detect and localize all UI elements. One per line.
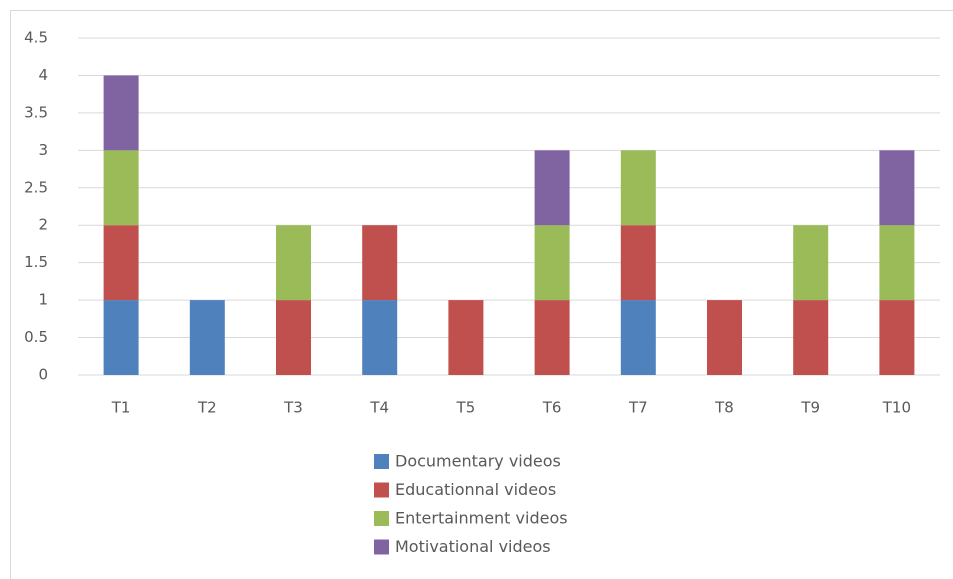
x-tick-label: T2 bbox=[197, 399, 217, 417]
legend-label: Motivational videos bbox=[395, 537, 551, 556]
bar-segment bbox=[103, 75, 139, 151]
bar-segment bbox=[707, 300, 742, 375]
bar-segment bbox=[362, 300, 398, 375]
bar-segment bbox=[448, 300, 484, 375]
legend-swatch bbox=[374, 454, 389, 469]
bar-segment bbox=[620, 300, 656, 375]
y-tick-label: 1.5 bbox=[24, 253, 48, 271]
y-tick-label: 0 bbox=[38, 366, 48, 384]
y-tick-label: 1 bbox=[38, 291, 48, 309]
bar-segment bbox=[362, 225, 398, 301]
bar-segment bbox=[276, 300, 311, 375]
bar-segment bbox=[879, 225, 915, 301]
bar-segment bbox=[879, 300, 915, 375]
legend-swatch bbox=[374, 482, 389, 498]
bar-segment bbox=[189, 300, 225, 375]
bar-segment bbox=[793, 225, 829, 301]
legend-label: Documentary videos bbox=[395, 452, 561, 471]
bar-segment bbox=[534, 300, 570, 375]
legend-label: Educationnal videos bbox=[395, 480, 556, 499]
bar-segment bbox=[879, 150, 915, 226]
x-tick-label: T4 bbox=[369, 399, 389, 417]
legend-label: Entertainment videos bbox=[395, 509, 568, 528]
x-tick-label: T9 bbox=[800, 399, 820, 417]
y-tick-label: 2 bbox=[38, 216, 48, 234]
x-tick-label: T5 bbox=[456, 399, 476, 417]
y-tick-label: 4 bbox=[38, 66, 48, 84]
chart-border bbox=[10, 10, 953, 579]
y-tick-label: 4.5 bbox=[24, 29, 48, 47]
y-tick-label: 3.5 bbox=[24, 103, 48, 121]
bar-segment bbox=[793, 300, 829, 375]
bar-segment bbox=[276, 225, 311, 301]
y-tick-label: 2.5 bbox=[24, 178, 48, 196]
bar-segment bbox=[103, 225, 139, 301]
x-tick-label: T1 bbox=[111, 399, 131, 417]
legend-swatch bbox=[374, 539, 389, 555]
legend-swatch bbox=[374, 511, 389, 526]
x-tick-label: T7 bbox=[628, 399, 648, 417]
x-tick-label: T8 bbox=[714, 399, 734, 417]
x-tick-label: T10 bbox=[882, 399, 911, 417]
y-tick-label: 3 bbox=[38, 141, 48, 159]
x-tick-label: T6 bbox=[542, 399, 562, 417]
bar-segment bbox=[534, 150, 570, 226]
bar-segment bbox=[620, 225, 656, 301]
bar-segment bbox=[620, 150, 656, 226]
bar-segment bbox=[103, 150, 139, 226]
x-tick-label: T3 bbox=[283, 399, 303, 417]
bar-segment bbox=[534, 225, 570, 301]
y-tick-label: 0.5 bbox=[24, 328, 48, 346]
bar-segment bbox=[103, 300, 139, 375]
